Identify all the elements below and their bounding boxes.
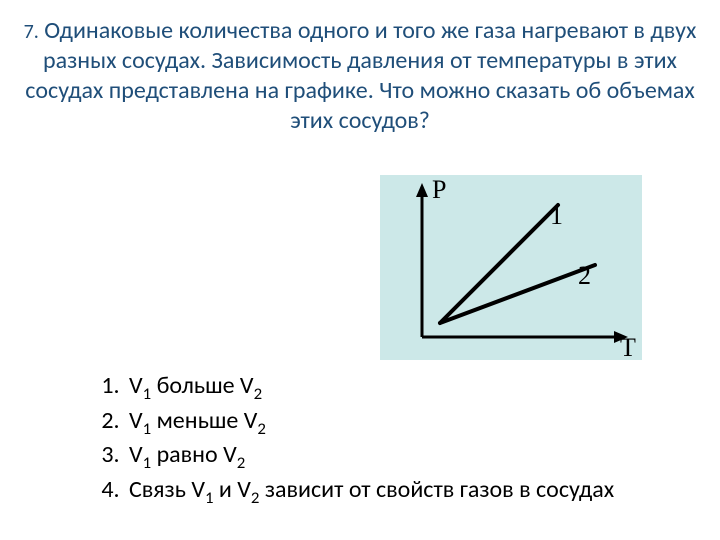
answer-3: V1 равно V2 <box>125 439 655 474</box>
question-text: Одинаковые количества одного и того же г… <box>25 16 696 135</box>
chart-svg <box>380 175 642 360</box>
y-axis-label: P <box>432 175 446 205</box>
chart-bg <box>380 175 642 360</box>
answer-2: V1 меньше V2 <box>125 405 655 440</box>
answers-list: V1 больше V2 V1 меньше V2 V1 равно V2 Св… <box>95 370 655 509</box>
answer-1: V1 больше V2 <box>125 370 655 405</box>
pv-chart: P T 1 2 <box>380 175 642 360</box>
slide: 7. Одинаковые количества одного и того ж… <box>0 0 720 540</box>
series-2-label: 2 <box>578 261 591 291</box>
question-block: 7. Одинаковые количества одного и того ж… <box>20 16 700 136</box>
answers-block: V1 больше V2 V1 меньше V2 V1 равно V2 Св… <box>95 370 655 509</box>
question-number: 7. <box>24 20 39 44</box>
series-1-label: 1 <box>550 201 563 231</box>
x-axis-label: T <box>620 333 636 363</box>
answer-4: Связь V1 и V2 зависит от свойств газов в… <box>125 474 655 509</box>
